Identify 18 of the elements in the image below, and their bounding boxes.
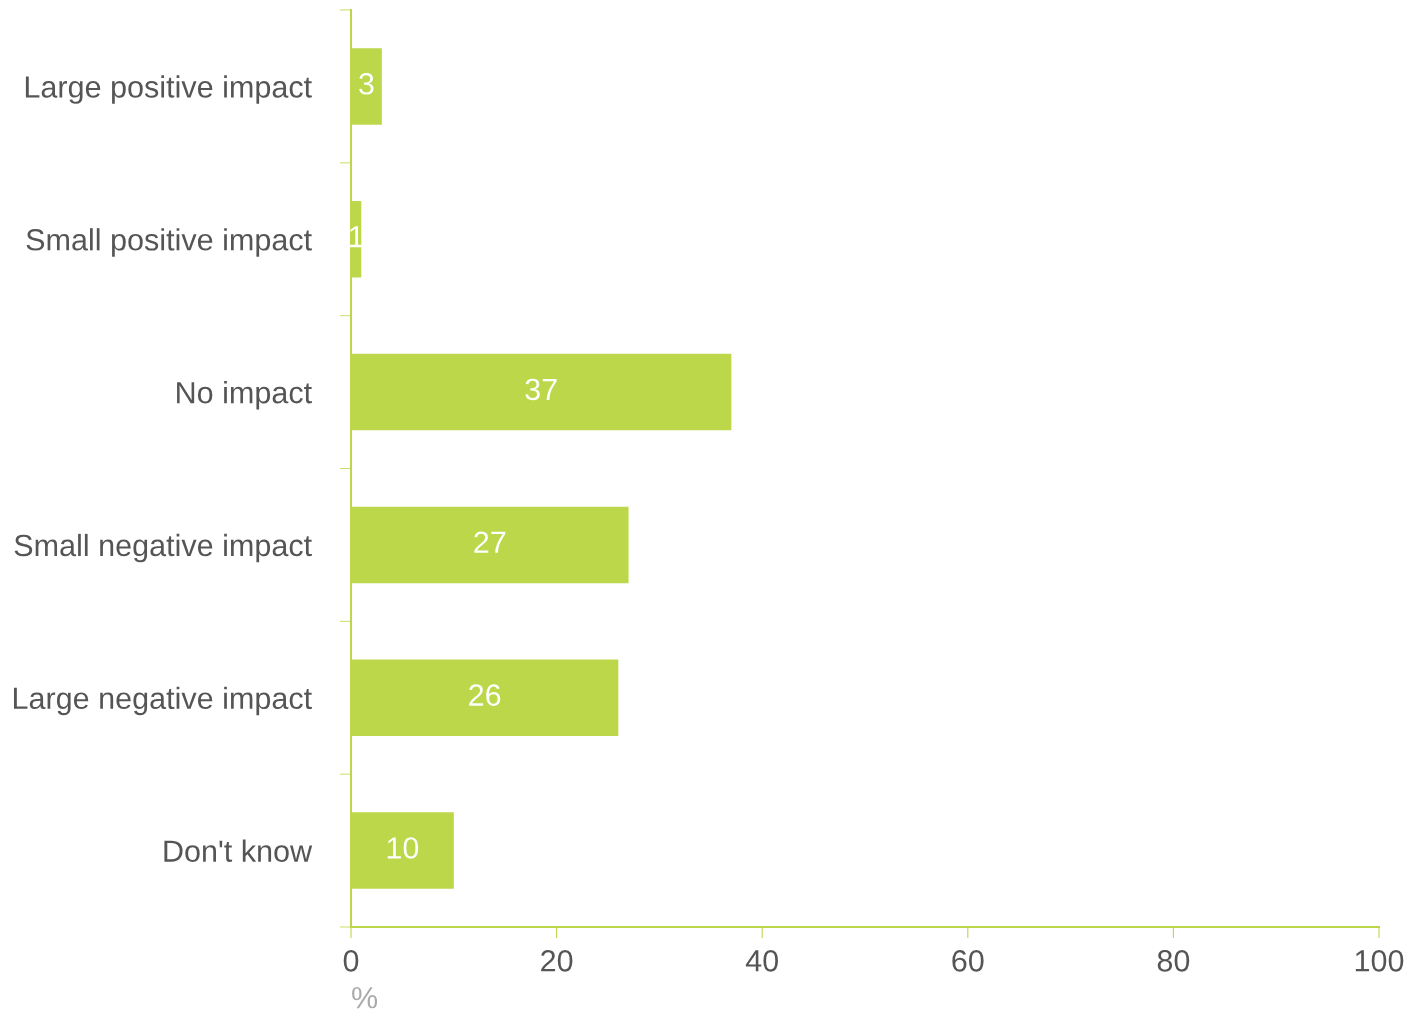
- y-tick-label: Small negative impact: [14, 533, 312, 563]
- x-tick-label: 20: [541, 950, 573, 972]
- y-tick-label: Don't know: [164, 839, 313, 862]
- x-tick-label: 0: [343, 950, 359, 972]
- x-tick-label: 60: [952, 950, 984, 972]
- data-label: 37: [525, 378, 557, 401]
- data-label: 26: [469, 684, 501, 706]
- y-tick-label: Small positive impact: [26, 228, 312, 257]
- y-tick-label: No impact: [177, 381, 312, 410]
- data-label: 27: [474, 531, 506, 553]
- data-label: 10: [387, 837, 419, 859]
- y-tick-label: Large positive impact: [25, 75, 312, 104]
- x-axis-title: %: [352, 986, 378, 1009]
- data-label: 3: [359, 72, 374, 95]
- y-tick-label: Large negative impact: [13, 686, 312, 716]
- x-tick-label: 40: [745, 950, 778, 972]
- x-tick-label: 80: [1157, 950, 1190, 972]
- x-tick-label: 100: [1355, 950, 1404, 972]
